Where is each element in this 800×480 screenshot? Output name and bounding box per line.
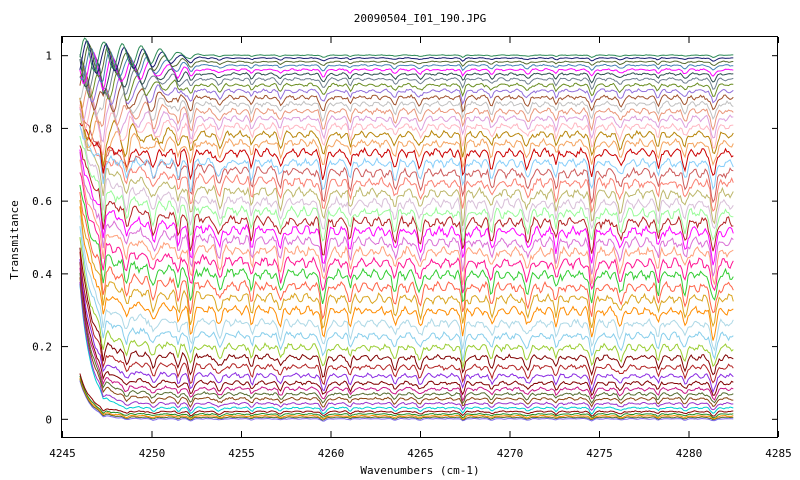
series-line xyxy=(79,135,734,242)
series-line xyxy=(79,145,734,256)
series-line xyxy=(79,380,734,422)
series-line xyxy=(79,93,734,143)
x-tick-label: 4275 xyxy=(586,447,613,460)
series-line xyxy=(79,51,734,92)
series-line xyxy=(79,122,734,181)
series-line xyxy=(79,47,734,84)
series-line xyxy=(79,377,734,420)
x-tick-label: 4285 xyxy=(765,447,792,460)
x-tick-label: 4265 xyxy=(407,447,434,460)
series-line xyxy=(79,83,734,132)
x-tick-label: 4270 xyxy=(497,447,524,460)
x-tick-label: 4245 xyxy=(49,447,76,460)
series-line xyxy=(79,55,734,95)
series-line xyxy=(79,97,734,167)
series-line xyxy=(79,62,734,106)
series-line xyxy=(79,128,734,233)
x-tick-label: 4250 xyxy=(139,447,166,460)
series-line xyxy=(79,379,734,421)
series-line xyxy=(79,267,734,402)
y-tick-label: 1 xyxy=(45,50,52,63)
y-tick-label: 0.8 xyxy=(32,122,52,135)
x-tick-label: 4260 xyxy=(318,447,345,460)
x-tick-label: 4255 xyxy=(228,447,255,460)
series-line xyxy=(79,55,734,102)
x-axis-title: Wavenumbers (cm-1) xyxy=(360,464,479,477)
series-line xyxy=(79,113,734,226)
series-line xyxy=(79,262,734,397)
series-line xyxy=(79,184,734,305)
series-line xyxy=(79,258,734,394)
series-line xyxy=(79,199,734,330)
series-line xyxy=(79,237,734,369)
series-line xyxy=(79,67,734,113)
series-line xyxy=(79,373,734,417)
series-line xyxy=(79,124,734,193)
y-axis-title: Transmitance xyxy=(8,200,21,279)
series-line xyxy=(79,151,734,277)
series-line xyxy=(79,272,734,405)
y-tick-label: 0.4 xyxy=(32,268,52,281)
series-line xyxy=(79,192,734,320)
series-layer xyxy=(79,37,734,422)
series-line xyxy=(79,37,734,72)
series-line xyxy=(79,282,734,412)
series-line xyxy=(79,73,734,125)
series-line xyxy=(79,98,734,172)
y-tick-label: 0 xyxy=(45,413,52,426)
series-line xyxy=(79,247,734,378)
series-line xyxy=(79,226,734,361)
y-tick-label: 0.6 xyxy=(32,195,52,208)
series-line xyxy=(79,43,734,78)
chart-title: 20090504_I01_190.JPG xyxy=(354,12,486,25)
series-line xyxy=(79,375,734,419)
series-line xyxy=(79,159,734,285)
series-line xyxy=(79,277,734,408)
series-line xyxy=(79,106,734,214)
series-line xyxy=(79,149,734,266)
series-line xyxy=(79,53,734,96)
x-tick-label: 4280 xyxy=(676,447,703,460)
series-line xyxy=(79,251,734,386)
ticks-layer: 4245 4250 4255 4260 4265 4270 4275 4280 4285 0 0.2… xyxy=(32,37,792,460)
series-line xyxy=(79,215,734,352)
series-line xyxy=(79,99,734,156)
plot-frame xyxy=(61,36,778,438)
series-line xyxy=(79,283,734,415)
series-line xyxy=(79,172,734,294)
series-line xyxy=(79,206,734,341)
y-tick-label: 0.2 xyxy=(32,341,52,354)
series-line xyxy=(79,40,734,75)
